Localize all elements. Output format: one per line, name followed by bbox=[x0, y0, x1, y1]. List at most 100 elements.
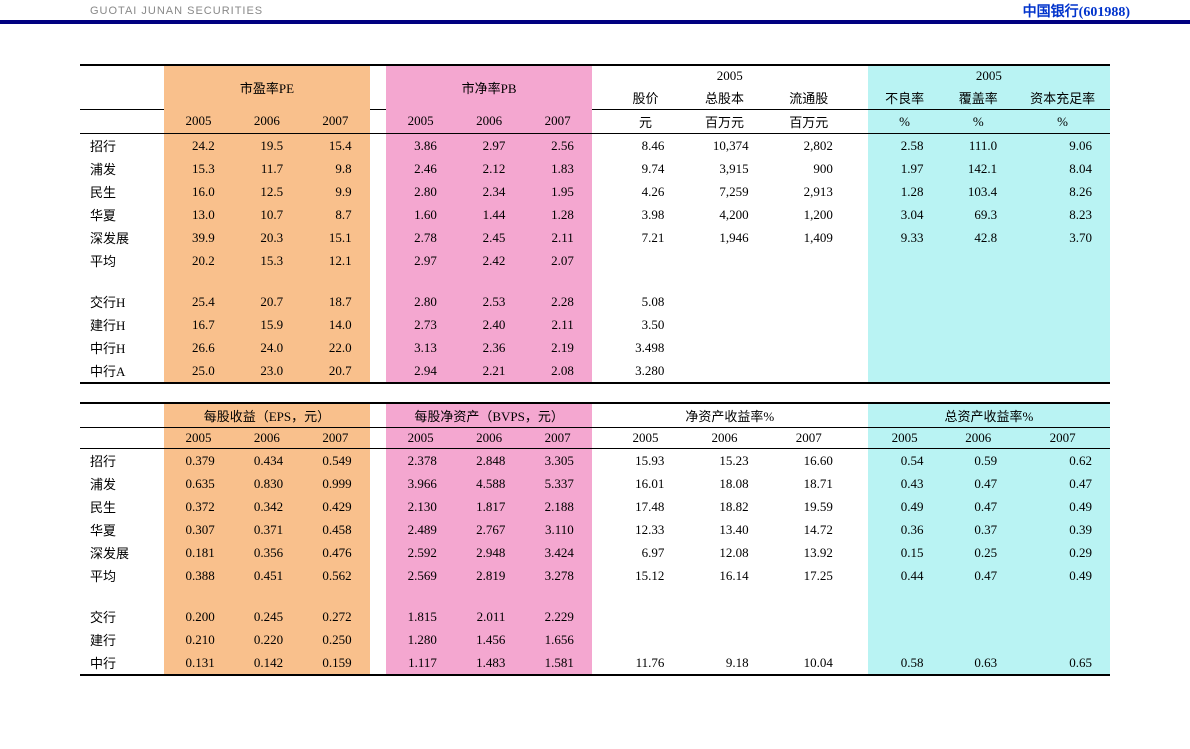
cell: 1,946 bbox=[682, 226, 766, 249]
cell: 3.04 bbox=[868, 203, 942, 226]
cell: 1.456 bbox=[455, 628, 523, 651]
cell: 15.9 bbox=[233, 313, 301, 336]
cell: 16.14 bbox=[682, 564, 766, 587]
cell: 12.1 bbox=[301, 249, 369, 272]
pb-year: 2005 bbox=[386, 110, 454, 134]
cell: 18.7 bbox=[301, 290, 369, 313]
cell: 1.97 bbox=[868, 157, 942, 180]
cell: 3.70 bbox=[1015, 226, 1110, 249]
cell: 1.83 bbox=[523, 157, 591, 180]
cell: 0.245 bbox=[233, 605, 301, 628]
ratio-unit: % bbox=[868, 110, 942, 134]
cell: 4.588 bbox=[455, 472, 523, 495]
cell: 0.434 bbox=[233, 449, 301, 473]
cell: 20.7 bbox=[233, 290, 301, 313]
ratio-unit: % bbox=[1015, 110, 1110, 134]
cell: 0.15 bbox=[868, 541, 942, 564]
cell: 1.817 bbox=[455, 495, 523, 518]
cell: 10,374 bbox=[682, 134, 766, 158]
cell: 2.46 bbox=[386, 157, 454, 180]
cell: 22.0 bbox=[301, 336, 369, 359]
cell: 2.28 bbox=[523, 290, 591, 313]
year: 2007 bbox=[767, 428, 851, 449]
cell: 0.54 bbox=[868, 449, 942, 473]
cell: 7.21 bbox=[609, 226, 683, 249]
year: 2005 bbox=[164, 428, 232, 449]
cell: 24.0 bbox=[233, 336, 301, 359]
cell: 0.142 bbox=[233, 651, 301, 675]
ratio-col: 不良率 bbox=[868, 86, 942, 110]
row-label: 招行 bbox=[80, 449, 164, 473]
cell: 12.5 bbox=[233, 180, 301, 203]
cell: 0.181 bbox=[164, 541, 232, 564]
cell: 2.78 bbox=[386, 226, 454, 249]
cell: 15.3 bbox=[164, 157, 232, 180]
cell: 8.26 bbox=[1015, 180, 1110, 203]
cell bbox=[609, 249, 683, 272]
cell: 2,913 bbox=[767, 180, 851, 203]
cell: 2.11 bbox=[523, 313, 591, 336]
pb-year: 2007 bbox=[523, 110, 591, 134]
cell: 0.49 bbox=[1015, 495, 1110, 518]
cell: 2.94 bbox=[386, 359, 454, 383]
cell: 25.4 bbox=[164, 290, 232, 313]
cell: 0.272 bbox=[301, 605, 369, 628]
cell: 2.80 bbox=[386, 180, 454, 203]
cell: 0.49 bbox=[1015, 564, 1110, 587]
year: 2007 bbox=[1015, 428, 1110, 449]
cell: 9.06 bbox=[1015, 134, 1110, 158]
cell: 0.44 bbox=[868, 564, 942, 587]
row-label: 深发展 bbox=[80, 541, 164, 564]
cell: 1.815 bbox=[386, 605, 454, 628]
cell: 1,409 bbox=[767, 226, 851, 249]
cell: 0.476 bbox=[301, 541, 369, 564]
cell: 0.388 bbox=[164, 564, 232, 587]
cell: 2.56 bbox=[523, 134, 591, 158]
cell: 1.280 bbox=[386, 628, 454, 651]
row-label: 建行H bbox=[80, 313, 164, 336]
cell: 1.483 bbox=[455, 651, 523, 675]
cell: 3.110 bbox=[523, 518, 591, 541]
cell bbox=[767, 628, 851, 651]
cell: 0.307 bbox=[164, 518, 232, 541]
cell bbox=[682, 313, 766, 336]
cell: 2.819 bbox=[455, 564, 523, 587]
roa-header: 总资产收益率% bbox=[868, 403, 1110, 428]
cell: 8.23 bbox=[1015, 203, 1110, 226]
cell: 5.08 bbox=[609, 290, 683, 313]
cell: 0.49 bbox=[868, 495, 942, 518]
year: 2007 bbox=[301, 428, 369, 449]
cell: 2.229 bbox=[523, 605, 591, 628]
row-label: 平均 bbox=[80, 564, 164, 587]
cell: 14.0 bbox=[301, 313, 369, 336]
year: 2005 bbox=[868, 428, 942, 449]
cell: 111.0 bbox=[941, 134, 1015, 158]
cell: 2.12 bbox=[455, 157, 523, 180]
ratio-col: 资本充足率 bbox=[1015, 86, 1110, 110]
cell: 1.28 bbox=[523, 203, 591, 226]
cell: 69.3 bbox=[941, 203, 1015, 226]
cell: 2.489 bbox=[386, 518, 454, 541]
ratio-col: 覆盖率 bbox=[941, 86, 1015, 110]
cell: 16.0 bbox=[164, 180, 232, 203]
cell: 1.95 bbox=[523, 180, 591, 203]
cell: 2.97 bbox=[455, 134, 523, 158]
cell: 23.0 bbox=[233, 359, 301, 383]
row-label: 浦发 bbox=[80, 157, 164, 180]
year: 2006 bbox=[233, 428, 301, 449]
cell: 42.8 bbox=[941, 226, 1015, 249]
row-label: 交行H bbox=[80, 290, 164, 313]
cell: 15.23 bbox=[682, 449, 766, 473]
cell: 3.305 bbox=[523, 449, 591, 473]
cell: 17.25 bbox=[767, 564, 851, 587]
cell: 2.53 bbox=[455, 290, 523, 313]
cell: 0.65 bbox=[1015, 651, 1110, 675]
cell: 17.48 bbox=[609, 495, 683, 518]
cell: 2.011 bbox=[455, 605, 523, 628]
cell: 4,200 bbox=[682, 203, 766, 226]
row-label: 中行A bbox=[80, 359, 164, 383]
cell bbox=[1015, 290, 1110, 313]
cell: 2,802 bbox=[767, 134, 851, 158]
cell: 12.08 bbox=[682, 541, 766, 564]
cell: 3.86 bbox=[386, 134, 454, 158]
